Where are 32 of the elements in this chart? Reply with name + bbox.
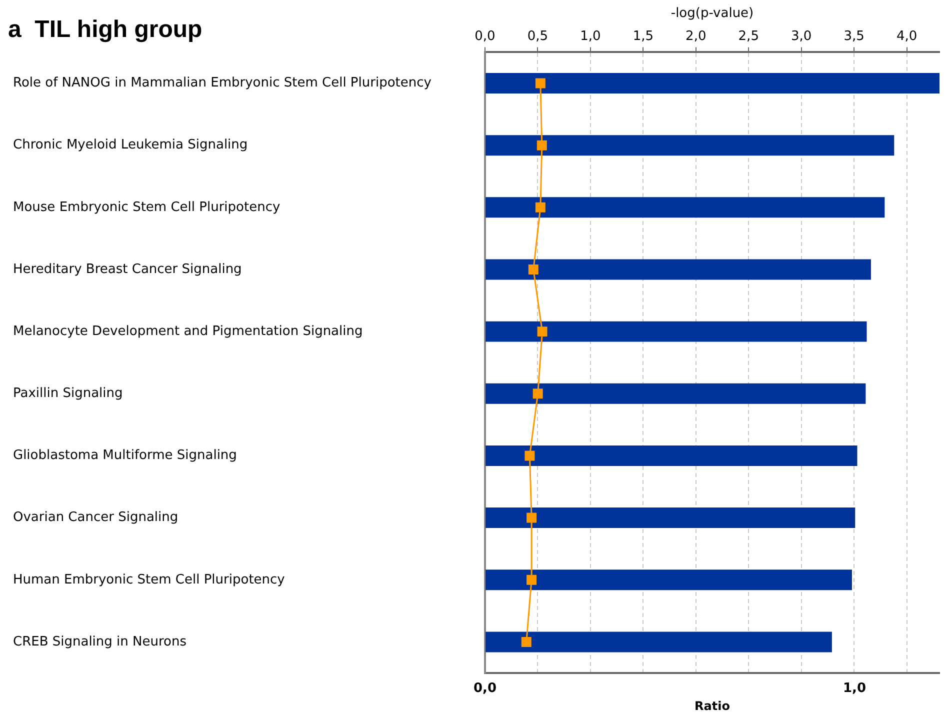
point [535,202,546,212]
x-axis-title: Ratio [694,698,730,713]
point [528,264,538,274]
text: a TIL high group [8,16,202,44]
y-tick-label: Chronic Myeloid Leukemia Signaling [13,138,248,153]
y-tick-label: Paxillin Signaling [13,386,123,402]
y-tick-label: Melanocyte Development and Pigmentation Signaling [13,324,363,339]
point [532,388,543,399]
y-tick-label: Hereditary Breast Cancer Signaling [13,262,242,277]
x2-tick-label: 1,0 [580,28,601,44]
point [526,512,537,523]
x2-tick-label: 2,5 [738,28,759,44]
point [521,636,532,647]
x2-tick-label: 0,0 [474,28,496,44]
point [537,326,548,337]
y-tick-label: Role of NANOG in Mammalian Embryonic Stem Cell Pluripotency [13,76,432,91]
point [535,78,546,88]
x2-axis-title: -log(p-value) [670,6,754,22]
x2-tick-label: 3,5 [844,28,864,44]
point [524,450,535,461]
y-tick-label: CREB Signaling in Neurons [13,634,187,650]
point [526,574,537,585]
y-tick-label: Ovarian Cancer Signaling [13,510,178,526]
y-tick-label: Human Embryonic Stem Cell Pluripotency [13,572,286,588]
x2-tick-label: 4,0 [896,28,918,44]
point [536,140,547,150]
x2-tick-label: 1,5 [632,28,654,44]
x2-tick-label: 3,0 [791,28,812,44]
y-tick-label: Mouse Embryonic Stem Cell Pluripotency [13,200,280,215]
x2-tick-label: 0,5 [527,28,548,44]
y-tick-label: Glioblastoma Multiforme Signaling [13,448,237,464]
x2-tick-label: 2,0 [686,28,706,44]
